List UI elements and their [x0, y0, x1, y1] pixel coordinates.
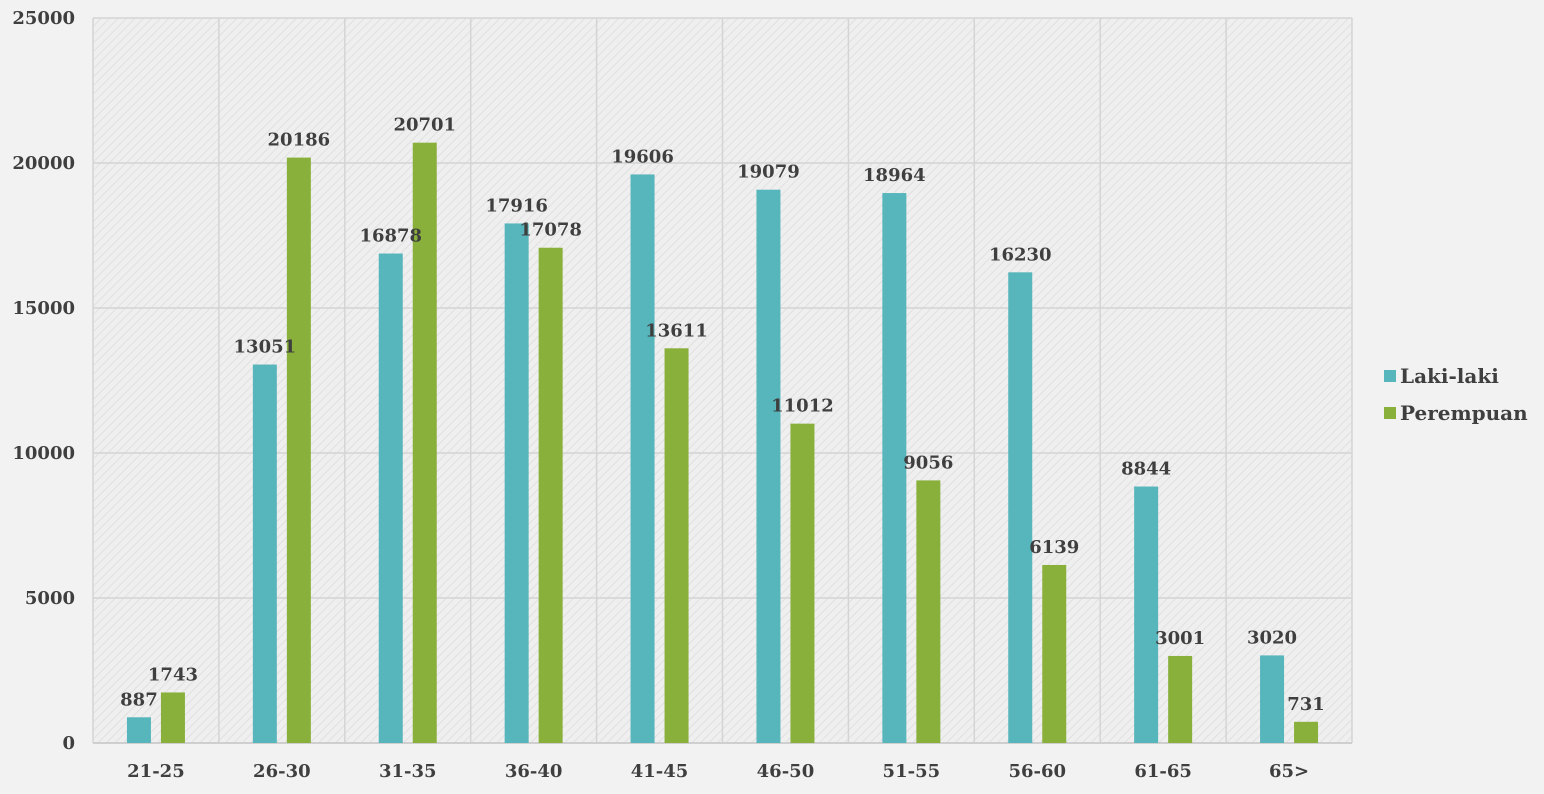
- x-tick-label: 21-25: [127, 761, 185, 782]
- bar-perempuan: [1042, 564, 1067, 743]
- data-label: 17916: [485, 195, 548, 216]
- data-label: 731: [1287, 694, 1325, 715]
- data-label: 20701: [393, 115, 456, 136]
- bar-laki-laki: [504, 223, 529, 743]
- x-tick-label: 31-35: [379, 761, 437, 782]
- data-label: 18964: [863, 165, 926, 186]
- legend-swatch: [1384, 407, 1396, 419]
- y-tick-label: 20000: [12, 153, 75, 174]
- data-label: 19606: [611, 146, 674, 167]
- data-label: 16230: [989, 244, 1052, 265]
- data-label: 1743: [148, 664, 198, 685]
- x-tick-label: 56-60: [1008, 761, 1066, 782]
- x-tick-label: 46-50: [757, 761, 815, 782]
- data-labels: 887 13051 16878 17916 19606 19079 18964 16230 88…: [120, 115, 1325, 715]
- bar-perempuan: [538, 247, 563, 743]
- y-tick-label: 10000: [12, 443, 75, 464]
- x-tick-label: 61-65: [1134, 761, 1192, 782]
- x-tick-label: 36-40: [505, 761, 563, 782]
- legend: Laki-laki Perempuan: [1384, 364, 1528, 425]
- bar-laki-laki: [882, 193, 907, 743]
- x-tick-label: 41-45: [631, 761, 689, 782]
- data-label: 887: [120, 689, 158, 710]
- bar-laki-laki: [756, 189, 781, 744]
- bar-perempuan: [916, 480, 941, 743]
- x-tick-label: 26-30: [253, 761, 311, 782]
- y-tick-label: 0: [62, 733, 75, 754]
- bar-laki-laki: [630, 174, 655, 743]
- y-tick-label: 5000: [25, 588, 75, 609]
- data-label: 16878: [359, 226, 422, 247]
- x-tick-label: 51-55: [883, 761, 941, 782]
- bar-perempuan: [160, 692, 185, 743]
- bars: [126, 142, 1319, 744]
- y-tick-label: 15000: [12, 298, 75, 319]
- legend-label: Laki-laki: [1400, 364, 1499, 388]
- bar-perempuan: [1294, 721, 1319, 743]
- data-label: 6139: [1029, 537, 1079, 558]
- data-label: 3001: [1155, 628, 1205, 649]
- bar-perempuan: [1168, 655, 1193, 743]
- legend-label: Perempuan: [1400, 401, 1528, 425]
- data-label: 17078: [519, 220, 582, 241]
- data-label: 13051: [234, 337, 297, 358]
- bar-perempuan: [790, 423, 815, 743]
- bar-laki-laki: [252, 364, 277, 743]
- bar-laki-laki: [1134, 486, 1159, 743]
- bar-perempuan: [286, 157, 311, 743]
- bar-laki-laki: [126, 717, 151, 743]
- bar-laki-laki: [378, 253, 403, 743]
- data-label: 9056: [903, 452, 953, 473]
- data-label: 3020: [1247, 627, 1297, 648]
- bar-perempuan: [412, 142, 437, 743]
- bar-laki-laki: [1008, 272, 1033, 743]
- data-label: 13611: [645, 320, 708, 341]
- data-label: 11012: [771, 396, 834, 417]
- data-label: 8844: [1121, 459, 1171, 480]
- bar-perempuan: [664, 348, 689, 743]
- x-tick-label: 65>: [1269, 761, 1309, 782]
- bar-laki-laki: [1260, 655, 1285, 743]
- data-label: 20186: [268, 130, 331, 151]
- legend-swatch: [1384, 370, 1396, 382]
- y-tick-label: 25000: [12, 8, 75, 29]
- data-label: 19079: [737, 162, 800, 183]
